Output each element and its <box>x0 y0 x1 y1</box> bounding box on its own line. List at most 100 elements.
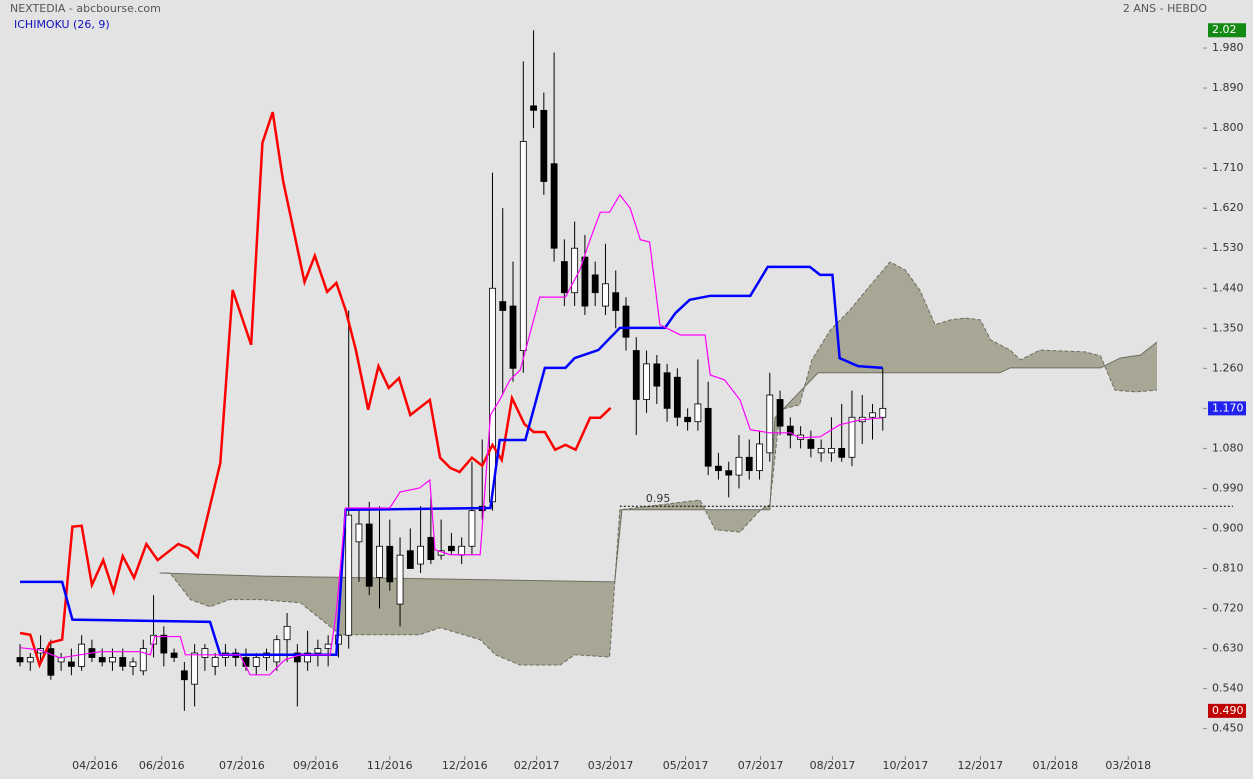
y-tick-label: 1.800 <box>1212 121 1244 134</box>
candle-body <box>879 407 887 418</box>
candle-body <box>838 447 846 458</box>
candle-body <box>468 510 476 547</box>
candle-body <box>283 625 291 641</box>
candle-body <box>201 648 209 658</box>
candle-body <box>663 372 671 409</box>
y-tick-label: 0.900 <box>1212 521 1244 534</box>
candle-body <box>807 439 815 449</box>
y-tick-label: 1.350 <box>1212 321 1244 334</box>
candle-body <box>581 256 589 307</box>
y-tick-label: 1.890 <box>1212 81 1244 94</box>
y-tick-label: 0.810 <box>1212 562 1244 575</box>
y-tick-label: 1.260 <box>1212 361 1244 374</box>
x-tick-label: 03/2017 <box>588 759 634 772</box>
y-tick-label: 0.540 <box>1212 682 1244 695</box>
candle-body <box>848 416 856 458</box>
candle-body <box>355 523 363 543</box>
y-tick-label: 0.720 <box>1212 602 1244 615</box>
candle-body <box>67 661 75 667</box>
candle-body <box>129 661 137 667</box>
candle-body <box>817 447 825 454</box>
span-b-line <box>159 341 1158 583</box>
x-tick-label: 05/2017 <box>663 759 709 772</box>
candle-body <box>571 247 579 294</box>
candle-body <box>16 657 24 663</box>
chart-title: NEXTEDIA - abcbourse.com <box>10 2 161 15</box>
candle-body <box>427 536 435 561</box>
indicator-label: ICHIMOKU (26, 9) <box>14 18 110 31</box>
candle-body <box>725 470 733 476</box>
y-tick-label: 1.710 <box>1212 161 1244 174</box>
candle-body <box>252 657 260 667</box>
candle-body <box>345 514 353 636</box>
x-tick-label: 11/2016 <box>367 759 413 772</box>
price-marker <box>1208 401 1246 416</box>
candle-body <box>684 416 692 423</box>
candle-body <box>756 443 763 472</box>
x-tick-label: 07/2016 <box>219 759 265 772</box>
candle-body <box>519 141 527 351</box>
indicator-line <box>19 111 612 669</box>
y-tick-label: 1.620 <box>1212 201 1244 214</box>
candle-body <box>324 643 332 649</box>
candle-body <box>745 456 753 472</box>
indicator-line <box>20 265 883 657</box>
y-tick-label: 0.450 <box>1212 722 1244 735</box>
candle-body <box>828 447 835 454</box>
candle-body <box>602 283 609 307</box>
candle-body <box>715 465 722 472</box>
x-tick-label: 12/2017 <box>957 759 1003 772</box>
candle-body <box>499 301 507 311</box>
candle-body <box>26 657 34 663</box>
y-tick-label: 1.080 <box>1212 441 1244 454</box>
x-tick-label: 12/2016 <box>442 759 488 772</box>
candle-body <box>776 399 784 427</box>
candle-body <box>98 657 106 663</box>
candle-body <box>314 648 322 654</box>
price-marker <box>1208 23 1246 38</box>
price-marker-label: 1.170 <box>1212 401 1244 414</box>
x-tick-label: 04/2016 <box>72 759 118 772</box>
candle-body <box>612 292 620 311</box>
candle-body <box>47 648 55 676</box>
y-tick-label: 1.980 <box>1212 41 1244 54</box>
candle-body <box>786 425 794 436</box>
candle-body <box>530 105 537 111</box>
candle-body <box>273 639 281 663</box>
candle-body <box>365 523 373 587</box>
y-tick-label: 1.530 <box>1212 241 1244 254</box>
x-tick-label: 02/2017 <box>514 759 560 772</box>
y-tick-label: 1.440 <box>1212 281 1244 294</box>
candle-body <box>643 363 650 400</box>
candle-body <box>180 670 188 681</box>
period-label: 2 ANS - HEBDO <box>1123 2 1207 15</box>
level-label: 0.95 <box>646 492 671 505</box>
candle-body <box>160 634 168 654</box>
candle-body <box>304 652 312 663</box>
x-tick-label: 10/2017 <box>883 759 929 772</box>
candle-body <box>653 363 661 387</box>
candle-body <box>550 163 558 249</box>
cloud <box>159 262 1157 666</box>
candle-body <box>386 545 394 583</box>
candle-body <box>591 274 599 294</box>
candle-body <box>704 407 712 467</box>
candle-body <box>170 652 178 658</box>
x-tick-label: 03/2018 <box>1105 759 1151 772</box>
x-tick-label: 01/2018 <box>1032 759 1078 772</box>
candle-body <box>632 350 640 400</box>
candle-body <box>694 403 702 423</box>
x-tick-label: 09/2016 <box>293 759 339 772</box>
candle-body <box>417 545 424 565</box>
candle-body <box>396 554 404 605</box>
candle-body <box>293 652 301 663</box>
candle-body <box>406 550 414 569</box>
span-a-line <box>159 261 1158 666</box>
candle-body <box>376 545 383 578</box>
price-marker <box>1208 703 1246 718</box>
candle-body <box>540 109 548 182</box>
price-marker-label: 0.490 <box>1212 704 1244 717</box>
candle-body <box>869 412 876 418</box>
